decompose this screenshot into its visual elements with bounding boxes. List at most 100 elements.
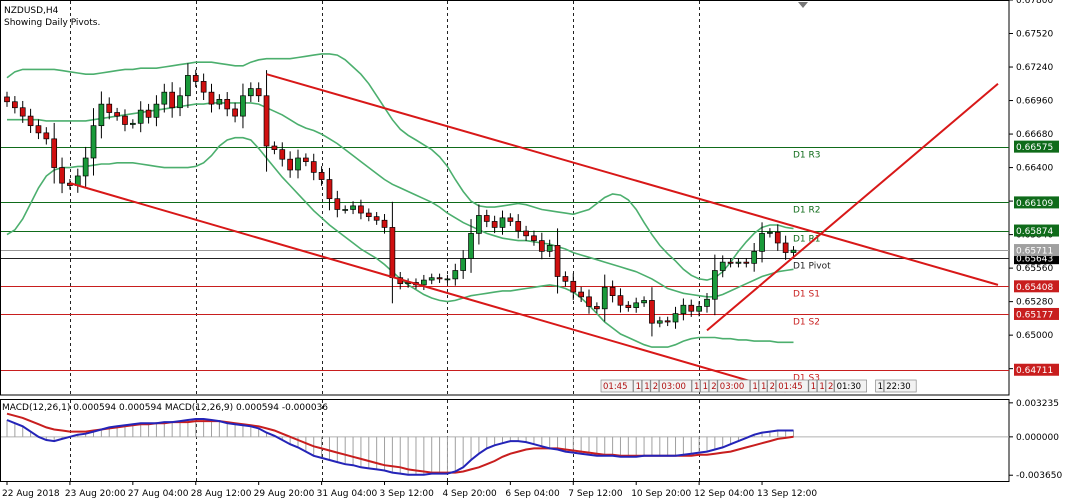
bearish-candle (287, 158, 293, 171)
bearish-candle (145, 109, 152, 118)
bearish-candle (625, 304, 632, 308)
macd-tick-label: 0.003235 (1016, 399, 1059, 409)
bullish-candle (82, 157, 89, 177)
bearish-candle (507, 217, 514, 222)
bearish-candle (538, 240, 545, 252)
bullish-candle (546, 245, 553, 252)
bearish-candle (743, 261, 750, 264)
pivot-price-tag (1014, 363, 1059, 376)
bearish-candle (310, 161, 317, 173)
bearish-candle (27, 115, 34, 127)
time-tick-label: 6 Sep 04:00 (505, 489, 560, 499)
bearish-candle (334, 198, 341, 210)
time-tick-label: 4 Sep 20:00 (442, 489, 497, 499)
time-tick-label: 31 Aug 04:00 (317, 489, 378, 499)
bearish-candle (570, 280, 577, 293)
bearish-candle (255, 88, 262, 97)
chart-subtitle: Showing Daily Pivots. (4, 18, 100, 28)
pivot-label: D1 S1 (793, 290, 820, 300)
bearish-candle (782, 242, 789, 253)
price-tick-label: 0.66400 (1016, 164, 1053, 174)
bearish-candle (279, 149, 286, 160)
pivot-price-tag-label: 0.65874 (1016, 227, 1053, 237)
bullish-candle (468, 233, 474, 259)
bearish-candle (381, 219, 388, 228)
session-label-box (875, 379, 884, 393)
pivot-price-tag (1014, 224, 1059, 237)
trendlines[interactable] (69, 73, 999, 393)
bearish-candle (594, 306, 600, 310)
bearish-candle (554, 245, 561, 277)
bullish-candle (672, 313, 679, 323)
session-label: 1 (752, 382, 757, 392)
pivot-label: D1 S3 (793, 374, 820, 384)
bearish-candle (12, 101, 18, 109)
bearish-candle (617, 295, 624, 306)
session-label-box (600, 379, 634, 393)
bullish-candle (444, 278, 451, 281)
pivot-price-tag-label: 0.64711 (1016, 366, 1053, 376)
time-tick-label: 10 Sep 20:00 (631, 489, 691, 499)
bullish-candle (240, 95, 246, 117)
session-label-box (834, 379, 867, 393)
time-tick-label: 12 Sep 04:00 (694, 489, 754, 499)
session-label-box (808, 379, 818, 393)
session-label: 01:45 (778, 382, 803, 392)
bullish-candle (719, 261, 726, 271)
session-label: 03:00 (661, 382, 686, 392)
pivot-label: D1 R2 (793, 206, 821, 216)
bullish-candle (90, 125, 97, 159)
session-label: 1 (811, 382, 816, 392)
bearish-candle (688, 304, 695, 312)
bullish-candle (759, 233, 765, 252)
pivot-price-tag-label: 0.65643 (1016, 255, 1053, 265)
pivot-price-tag-label: 0.66109 (1016, 199, 1053, 209)
bearish-candle (609, 286, 616, 297)
macd-header: MACD(12,26,1) 0.000594 0.000594 MACD(12,… (2, 403, 328, 413)
bullish-candle (161, 91, 168, 105)
trendline-lower-channel[interactable] (69, 182, 786, 393)
bearish-candle (192, 75, 199, 82)
pivot-label: D1 Pivot (793, 262, 831, 272)
session-label: 2 (653, 382, 658, 392)
session-label-box (700, 379, 709, 393)
bearish-candle (114, 112, 120, 117)
bearish-candle (169, 91, 176, 109)
bullish-candle (129, 122, 136, 125)
bullish-candle (428, 277, 435, 281)
price-tick-label: 0.67520 (1016, 30, 1053, 40)
pivot-price-tag-label: 0.65177 (1016, 310, 1053, 320)
chart-shift-icon[interactable] (798, 2, 808, 8)
session-label: 2 (828, 382, 833, 392)
time-tick-label: 28 Aug 12:00 (191, 489, 252, 499)
session-labels: 01:45 1 1 2 03:00 1 1 2 03:00 1 1 2 01:45 1 1 2 01:30 1 22… (600, 379, 917, 393)
pivot-label: D1 S2 (793, 318, 820, 328)
price-tick-label: 0.67240 (1016, 63, 1053, 73)
bollinger-upper-band (6, 53, 794, 281)
price-tick-label: 0.65560 (1016, 264, 1053, 274)
bearish-candle (4, 96, 10, 103)
session-label: 22:30 (886, 382, 911, 392)
bullish-candle (711, 270, 718, 300)
pivot-label: D1 R3 (793, 151, 821, 161)
trendline-rising-support[interactable] (706, 83, 999, 332)
bearish-candle (208, 91, 215, 105)
trendline-upper-channel[interactable] (266, 73, 999, 286)
time-tick-label: 22 Aug 2018 (2, 489, 60, 499)
bearish-candle (59, 167, 65, 184)
session-label-box (883, 379, 917, 393)
price-tick-label: 0.67800 (1016, 0, 1053, 6)
bullish-candle (185, 75, 191, 97)
bearish-candle (774, 231, 781, 244)
price-tick-label: 0.66680 (1016, 130, 1053, 140)
session-label-box (817, 379, 826, 393)
bearish-candle (578, 291, 584, 298)
macd-frame (0, 399, 1010, 482)
bearish-candle (531, 235, 537, 241)
bearish-candle (224, 98, 231, 110)
bullish-candle (460, 258, 467, 271)
time-tick-label: 29 Aug 20:00 (254, 489, 315, 499)
time-tick-label: 7 Sep 12:00 (568, 489, 623, 499)
